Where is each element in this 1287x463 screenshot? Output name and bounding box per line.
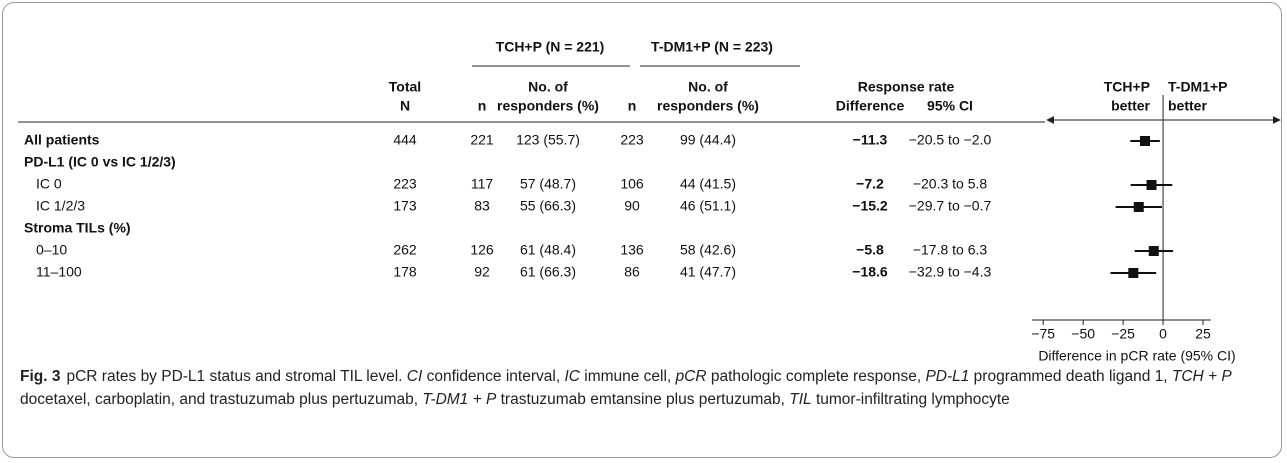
cell: 46 (51.1) [680, 198, 736, 214]
header: responders (%) [657, 98, 759, 114]
x-tick-label: −50 [1071, 326, 1095, 342]
difference: −18.6 [852, 264, 888, 280]
caption-text: T-DM1 + P [422, 390, 497, 408]
header: Total [389, 79, 421, 95]
caption-text: tumor-infiltrating lymphocyte [811, 390, 1010, 408]
caption-text: TCH + P [1171, 368, 1232, 385]
header: n [628, 98, 637, 114]
cell: 262 [393, 242, 417, 258]
caption-text: PD-L1 [925, 368, 970, 385]
caption-text: IC [564, 368, 580, 385]
ci: −20.3 to 5.8 [913, 176, 988, 192]
cell: 61 (48.4) [520, 242, 576, 258]
header: N [400, 98, 410, 114]
point-estimate [1128, 268, 1139, 278]
group-header: T-DM1+P (N = 223) [651, 39, 773, 55]
cell: 173 [393, 198, 417, 214]
header: No. of [528, 79, 568, 95]
cell: 55 (66.3) [520, 198, 576, 214]
point-estimate [1146, 180, 1157, 190]
header: No. of [688, 79, 728, 95]
caption-text: pCR [675, 368, 707, 385]
difference: −15.2 [852, 198, 888, 214]
cell: 57 (48.7) [520, 176, 576, 192]
row-label: Stroma TILs (%) [24, 220, 131, 236]
cell: 223 [620, 132, 644, 148]
forest-label: better [1168, 98, 1207, 114]
caption: Fig. 3 pCR rates by PD-L1 status and stro… [20, 366, 1265, 411]
point-estimate [1139, 136, 1150, 146]
header: responders (%) [497, 98, 599, 114]
caption-text: programmed death ligand 1, [969, 368, 1172, 385]
row-label: IC 0 [36, 176, 62, 192]
cell: 126 [470, 242, 494, 258]
cell: 41 (47.7) [680, 264, 736, 280]
caption-text: CI [406, 368, 423, 385]
ci: −29.7 to −0.7 [909, 198, 992, 214]
cell: 123 (55.7) [516, 132, 580, 148]
cell: 58 (42.6) [680, 242, 736, 258]
caption-text: pathologic complete response, [706, 368, 926, 385]
forest-label: TCH+P [1104, 79, 1150, 95]
x-tick-label: 25 [1195, 326, 1211, 342]
cell: 444 [393, 132, 417, 148]
row-label: 11–100 [36, 264, 82, 280]
header: 95% CI [927, 98, 973, 114]
ci: −17.8 to 6.3 [913, 242, 988, 258]
ci: −32.9 to −4.3 [909, 264, 992, 280]
cell: 83 [474, 198, 490, 214]
header: n [478, 98, 487, 114]
cell: 106 [620, 176, 644, 192]
header: Response rate [858, 79, 955, 95]
caption-text: trastuzumab emtansine plus pertuzumab, [496, 390, 790, 408]
caption-text: docetaxel, carboplatin, and trastuzumab … [20, 390, 423, 408]
cell: 223 [393, 176, 417, 192]
row-label: 0–10 [36, 242, 67, 258]
difference: −11.3 [853, 132, 888, 148]
group-header: TCH+P (N = 221) [496, 39, 605, 55]
forest-label: better [1111, 98, 1150, 114]
caption-text: immune cell, [579, 368, 676, 385]
caption-label: Fig. 3 [20, 368, 61, 385]
row-label: PD-L1 (IC 0 vs IC 1/2/3) [24, 154, 176, 170]
x-tick-label: −75 [1031, 326, 1055, 342]
difference: −5.8 [856, 242, 884, 258]
cell: 86 [624, 264, 640, 280]
ci: −20.5 to −2.0 [909, 132, 992, 148]
x-tick-label: −25 [1111, 326, 1135, 342]
x-tick-label: 0 [1159, 326, 1167, 342]
difference: −7.2 [856, 176, 884, 192]
point-estimate [1133, 202, 1144, 212]
point-estimate [1148, 246, 1159, 256]
cell: 221 [470, 132, 494, 148]
cell: 178 [393, 264, 417, 280]
caption-text: pCR rates by PD-L1 status and stromal TI… [66, 368, 407, 385]
cell: 117 [471, 176, 494, 192]
row-label: All patients [24, 132, 100, 148]
cell: 92 [474, 264, 490, 280]
cell: 61 (66.3) [520, 264, 576, 280]
cell: 90 [624, 198, 640, 214]
caption-text: TIL [789, 390, 812, 408]
cell: 136 [620, 242, 644, 258]
row-label: IC 1/2/3 [36, 198, 85, 214]
cell: 99 (44.4) [680, 132, 736, 148]
forest-label: T-DM1+P [1168, 79, 1228, 95]
cell: 44 (41.5) [680, 176, 736, 192]
x-axis-label: Difference in pCR rate (95% CI) [1038, 348, 1235, 364]
frame [2, 2, 1282, 458]
header: Difference [836, 98, 905, 114]
caption-text: confidence interval, [422, 368, 565, 385]
